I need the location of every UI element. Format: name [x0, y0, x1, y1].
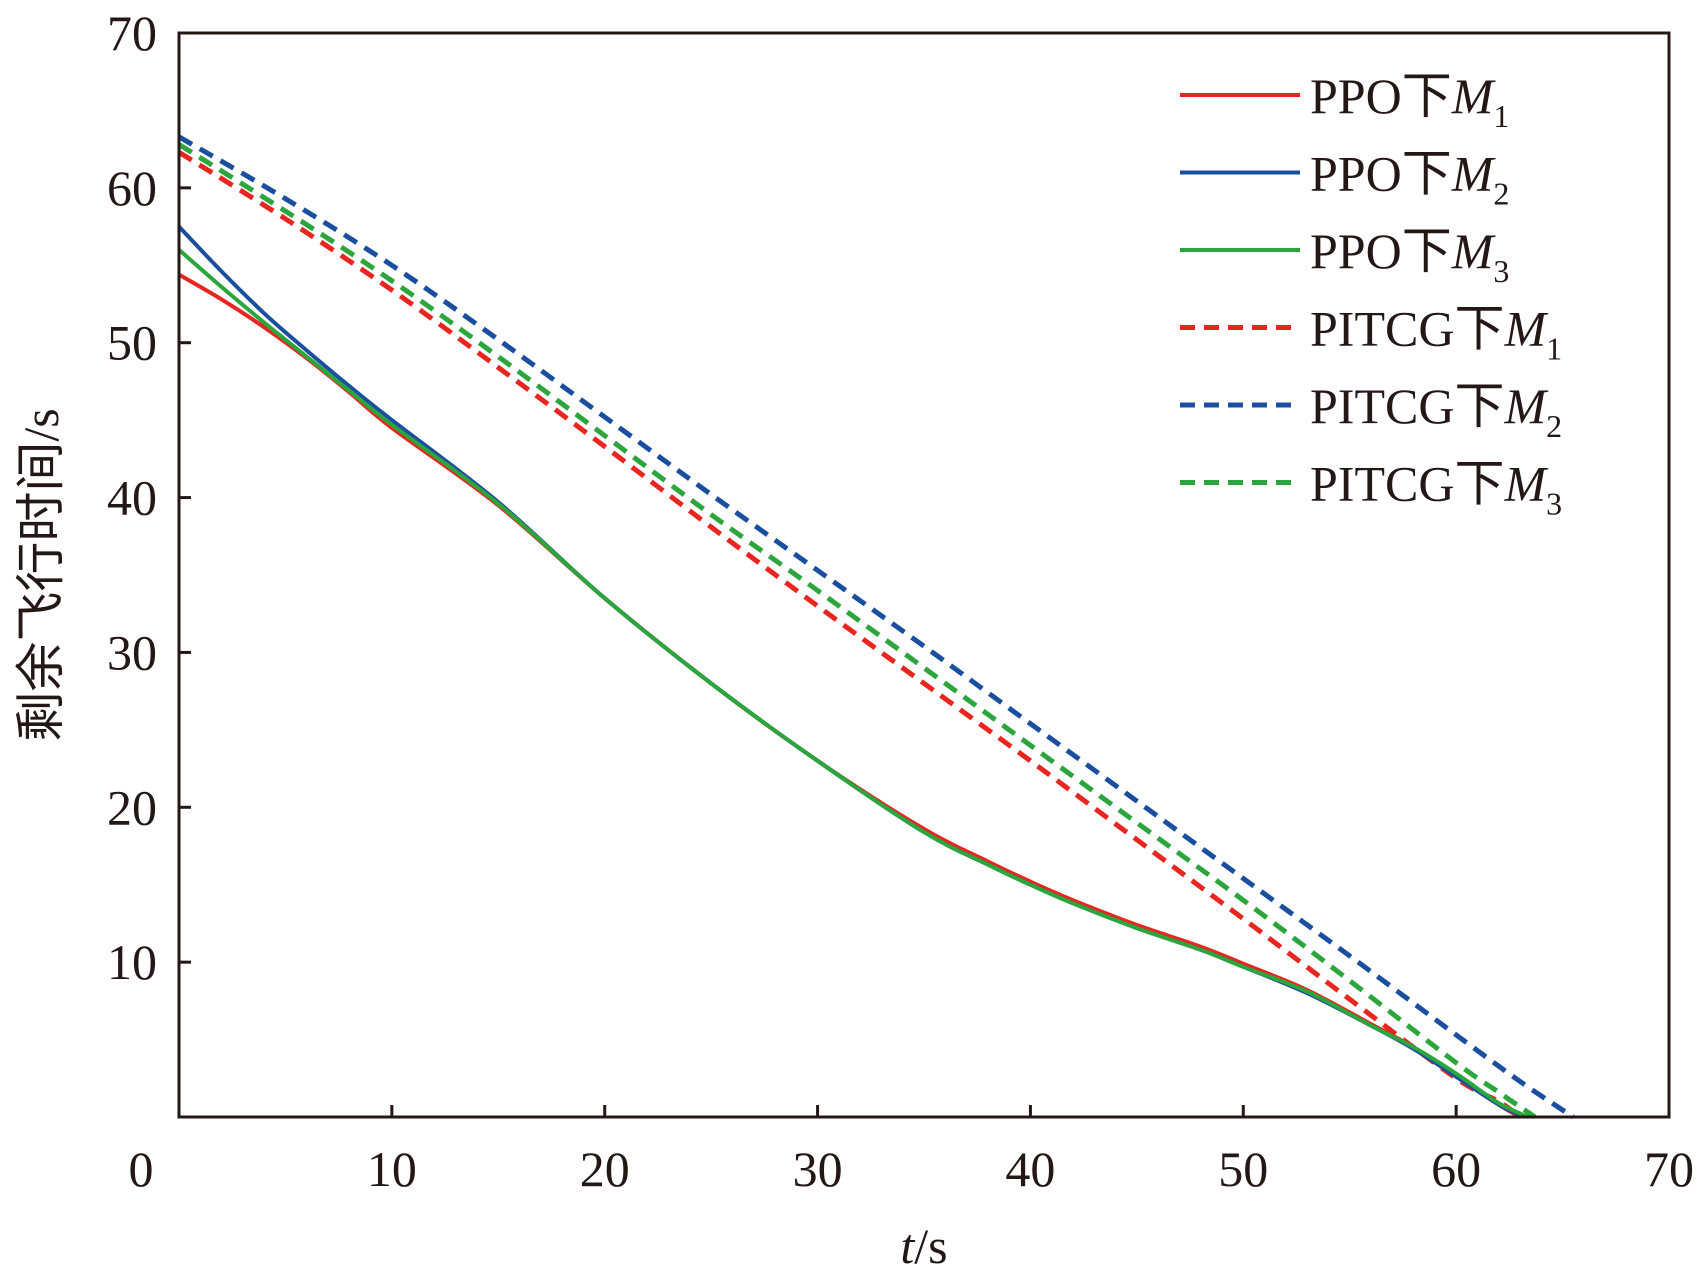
legend-label-symbol: M [1503, 301, 1548, 357]
x-tick-label: 30 [793, 1141, 843, 1197]
legend-item-ppo-m2: PPO下M2 [1180, 146, 1509, 212]
legend-item-ppo-m1: PPO下M1 [1180, 68, 1509, 134]
legend-label-prefix: PPO下 [1310, 68, 1452, 124]
legend-label-symbol: M [1451, 223, 1496, 279]
legend-label-prefix: PITCG下 [1310, 378, 1504, 434]
y-tick-label: 60 [107, 160, 157, 216]
legend-label: PITCG下M2 [1310, 378, 1562, 444]
x-axis-variable: t [900, 1218, 915, 1274]
legend-label-subscript: 2 [1546, 408, 1562, 444]
y-axis-title: 剩余飞行时间/s [13, 408, 69, 741]
y-tick-label: 30 [107, 624, 157, 680]
legend-item-pitcg-m2: PITCG下M2 [1180, 378, 1562, 444]
legend-label: PPO下M3 [1310, 223, 1509, 289]
series-line-ppo-m3 [177, 248, 1530, 1119]
legend-label: PITCG下M1 [1310, 301, 1562, 367]
x-tick-label: 0 [129, 1141, 154, 1197]
legend-label-subscript: 1 [1546, 331, 1562, 367]
legend-item-ppo-m3: PPO下M3 [1180, 223, 1509, 289]
x-axis-unit: /s [914, 1218, 947, 1274]
series-line-pitcg-m1 [177, 150, 1522, 1120]
legend-label: PITCG下M3 [1310, 456, 1562, 522]
series-line-pitcg-m3 [177, 142, 1537, 1120]
legend-label-symbol: M [1451, 68, 1496, 124]
x-tick-label: 50 [1218, 1141, 1268, 1197]
series-layer [177, 134, 1575, 1120]
x-tick-label: 60 [1431, 1141, 1481, 1197]
legend-label-symbol: M [1503, 378, 1548, 434]
series-line-pitcg-m2 [177, 134, 1575, 1120]
legend-label-prefix: PITCG下 [1310, 301, 1504, 357]
legend-label-subscript: 3 [1493, 253, 1509, 289]
ticks-layer: 0 10 20 30 40 50 60 70 10 20 30 40 50 60 70 [107, 5, 1694, 1197]
x-tick-label: 40 [1005, 1141, 1055, 1197]
legend-label-prefix: PITCG下 [1310, 456, 1504, 512]
legend-label-subscript: 3 [1546, 486, 1562, 522]
legend-label-symbol: M [1451, 146, 1496, 202]
x-tick-label: 70 [1644, 1141, 1694, 1197]
x-axis-title: t/s [900, 1218, 947, 1274]
y-tick-label: 40 [107, 470, 157, 526]
legend-label-prefix: PPO下 [1310, 146, 1452, 202]
y-tick-label: 70 [107, 5, 157, 61]
legend-label-subscript: 2 [1493, 176, 1509, 212]
legend-label-prefix: PPO下 [1310, 223, 1452, 279]
legend: PPO下M1PPO下M2PPO下M3PITCG下M1PITCG下M2PITCG下… [1180, 68, 1562, 522]
x-tick-label: 10 [367, 1141, 417, 1197]
legend-label-symbol: M [1503, 456, 1548, 512]
legend-item-pitcg-m3: PITCG下M3 [1180, 456, 1562, 522]
x-tick-label: 20 [580, 1141, 630, 1197]
legend-item-pitcg-m1: PITCG下M1 [1180, 301, 1562, 367]
legend-label: PPO下M2 [1310, 146, 1509, 212]
y-tick-label: 20 [107, 779, 157, 835]
plot-frame [177, 31, 1671, 1119]
y-tick-label: 50 [107, 315, 157, 371]
legend-label-subscript: 1 [1493, 98, 1509, 134]
legend-label: PPO下M1 [1310, 68, 1509, 134]
y-tick-label: 10 [107, 934, 157, 990]
